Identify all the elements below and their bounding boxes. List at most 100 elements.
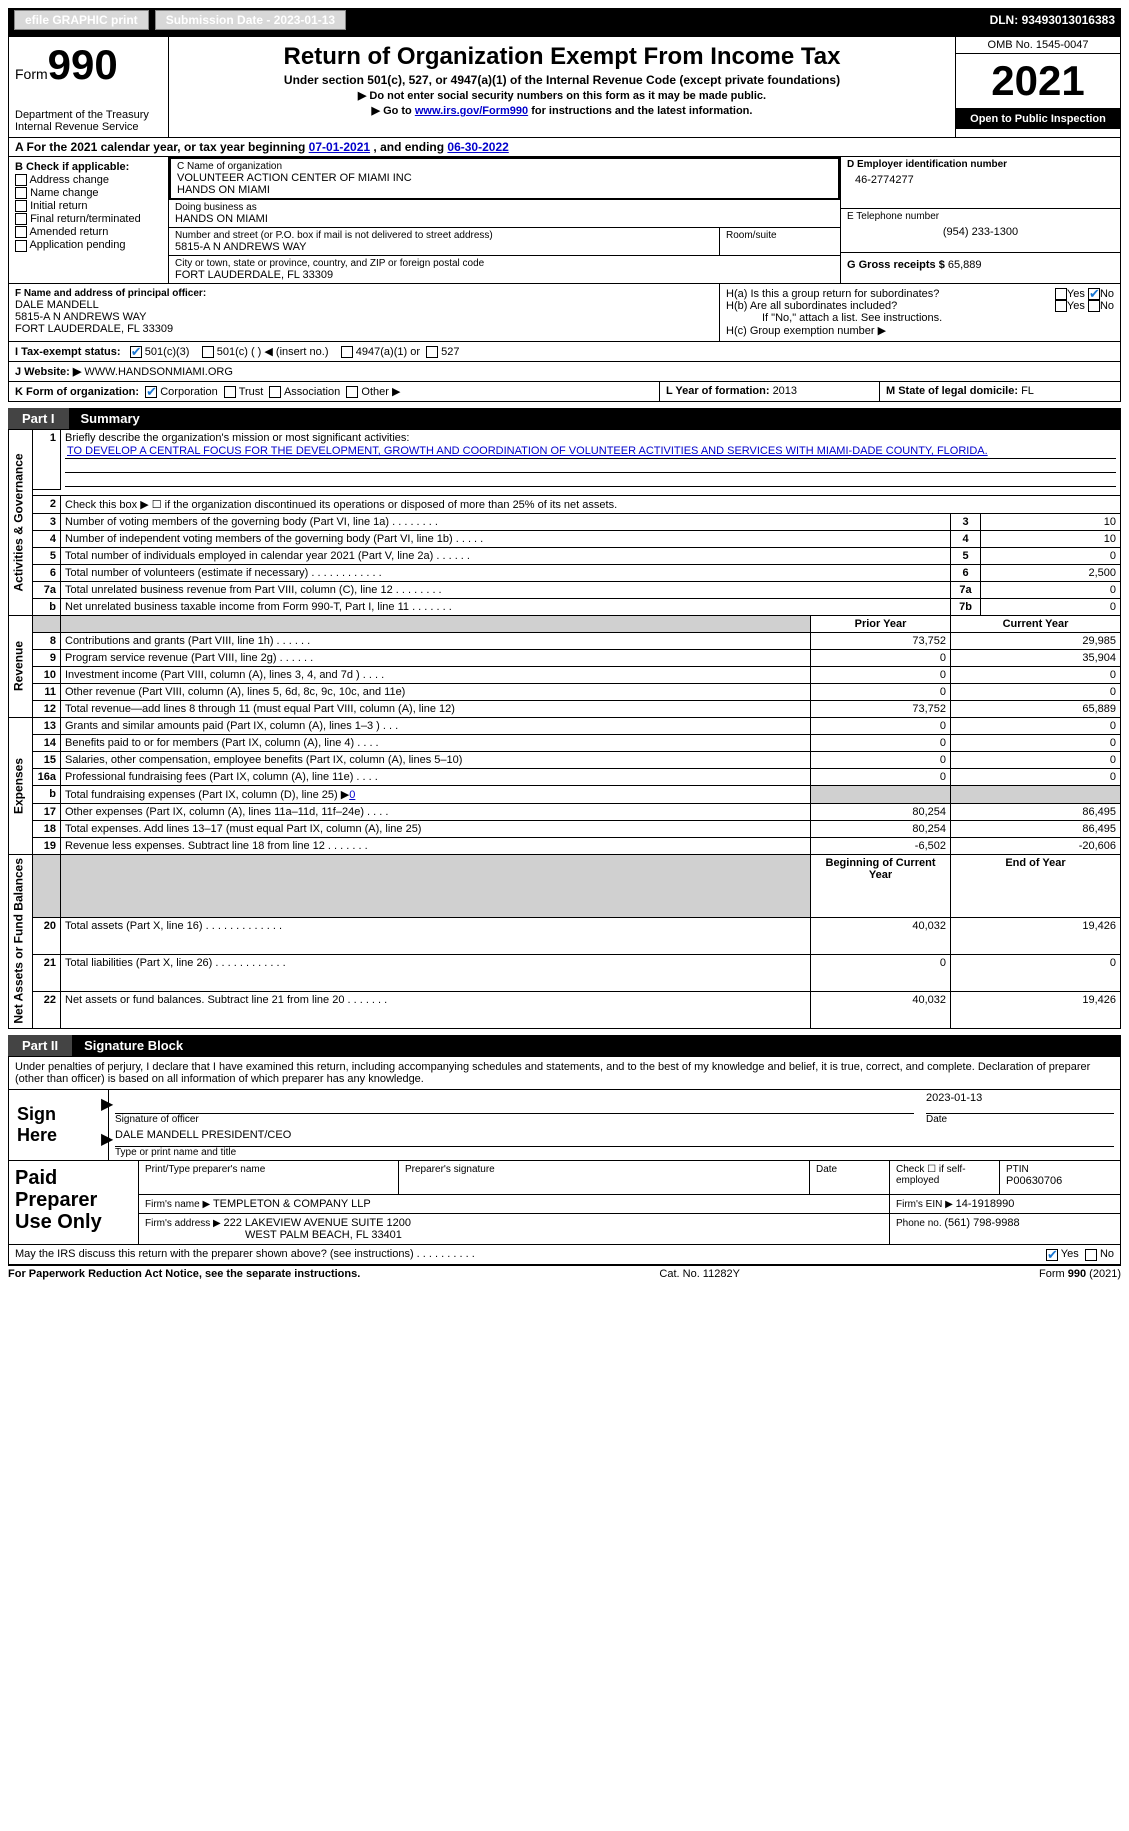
t: Total revenue—add lines 8 through 11 (mu… — [61, 700, 811, 717]
v: 0 — [981, 581, 1121, 598]
dln-value: 93493013016383 — [1022, 13, 1115, 27]
dba-label: Doing business as — [175, 202, 834, 213]
dba-value: HANDS ON MIAMI — [175, 213, 834, 225]
tel-value: (954) 233-1300 — [847, 222, 1114, 242]
chk-name[interactable]: Name change — [15, 187, 162, 199]
n: 20 — [33, 918, 61, 955]
p: 0 — [811, 751, 951, 768]
t: Investment income (Part VIII, column (A)… — [61, 666, 811, 683]
n: 17 — [33, 803, 61, 820]
chk-name-label: Name change — [30, 187, 99, 199]
c: 0 — [951, 955, 1121, 992]
sig-date: 2023-01-13 — [926, 1092, 1114, 1114]
p: 73,752 — [811, 700, 951, 717]
rowi-c1: 501(c)(3) — [145, 346, 190, 358]
subdate-label: Submission Date - — [166, 13, 274, 27]
hb-row: H(b) Are all subordinates included? Yes … — [726, 300, 1114, 312]
chk-assoc[interactable] — [269, 386, 281, 398]
discuss-no[interactable] — [1085, 1249, 1097, 1261]
ha-no-label: No — [1100, 288, 1114, 300]
part-i-title: Summary — [81, 408, 140, 429]
col-h: H(a) Is this a group return for subordin… — [720, 284, 1120, 341]
c: 19,426 — [951, 992, 1121, 1029]
rowl-val: 2013 — [773, 385, 797, 397]
n: 9 — [33, 649, 61, 666]
dept-treasury: Department of the Treasury Internal Reve… — [15, 109, 162, 133]
chk-trust[interactable] — [224, 386, 236, 398]
c: 0 — [951, 683, 1121, 700]
chk-501c[interactable] — [202, 346, 214, 358]
chk-501c3[interactable] — [130, 346, 142, 358]
part-i-header: Part I Summary — [8, 408, 1121, 429]
hb-yes[interactable] — [1055, 300, 1067, 312]
discuss-yes[interactable] — [1046, 1249, 1058, 1261]
n: 8 — [33, 632, 61, 649]
mission-text: TO DEVELOP A CENTRAL FOCUS FOR THE DEVEL… — [65, 444, 1116, 459]
chk-527[interactable] — [426, 346, 438, 358]
hb-label: H(b) Are all subordinates included? — [726, 300, 897, 312]
c: 0 — [951, 666, 1121, 683]
street-label: Number and street (or P.O. box if mail i… — [175, 230, 713, 241]
p: 0 — [811, 734, 951, 751]
ha-no[interactable] — [1088, 288, 1100, 300]
hb-no[interactable] — [1088, 300, 1100, 312]
rowm-val: FL — [1021, 385, 1034, 397]
t: Number of independent voting members of … — [61, 530, 951, 547]
rowa-begin: 07-01-2021 — [309, 140, 370, 154]
part-ii-title: Signature Block — [84, 1035, 183, 1056]
irs-link[interactable]: www.irs.gov/Form990 — [415, 105, 528, 117]
v: 0 — [981, 598, 1121, 615]
n: b — [33, 785, 61, 803]
n: 13 — [33, 717, 61, 734]
gov-row: 6Total number of volunteers (estimate if… — [9, 564, 1121, 581]
paid-right: Print/Type preparer's name Preparer's si… — [139, 1161, 1120, 1244]
street-value: 5815-A N ANDREWS WAY — [175, 241, 713, 253]
rowm-label: M State of legal domicile: — [886, 385, 1021, 397]
b: 3 — [951, 513, 981, 530]
t: Net unrelated business taxable income fr… — [61, 598, 951, 615]
hb-yes-label: Yes — [1067, 300, 1085, 312]
t: Total unrelated business revenue from Pa… — [61, 581, 951, 598]
tel-label: E Telephone number — [847, 211, 1114, 222]
sign-here-label: Sign Here — [9, 1090, 109, 1160]
chk-final[interactable]: Final return/terminated — [15, 213, 162, 225]
chk-amended[interactable]: Amended return — [15, 226, 162, 238]
chk-initial[interactable]: Initial return — [15, 200, 162, 212]
t: Total number of volunteers (estimate if … — [61, 564, 951, 581]
ha-yes[interactable] — [1055, 288, 1067, 300]
b: 4 — [951, 530, 981, 547]
opt-other: Other ▶ — [361, 386, 400, 398]
exp-row: 17Other expenses (Part IX, column (A), l… — [9, 803, 1121, 820]
chk-pending[interactable]: Application pending — [15, 239, 162, 251]
opt-corp: Corporation — [160, 386, 217, 398]
chk-corp[interactable] — [145, 386, 157, 398]
row-k: K Form of organization: Corporation Trus… — [9, 382, 660, 401]
header-begin: Beginning of Current Year — [811, 854, 951, 917]
firm-addr-label: Firm's address ▶ — [145, 1218, 224, 1229]
t: Professional fundraising fees (Part IX, … — [61, 768, 811, 785]
chk-address[interactable]: Address change — [15, 174, 162, 186]
officer-name: DALE MANDELL — [15, 299, 713, 311]
city-label: City or town, state or province, country… — [175, 258, 834, 269]
t: Grants and similar amounts paid (Part IX… — [61, 717, 811, 734]
cat-no: Cat. No. 11282Y — [659, 1268, 740, 1280]
discuss-yes-label: Yes — [1061, 1248, 1079, 1260]
c: 0 — [951, 768, 1121, 785]
col-d: D Employer identification number 46-2774… — [840, 157, 1120, 283]
officer-addr1: 5815-A N ANDREWS WAY — [15, 311, 713, 323]
form-label: Form — [1039, 1268, 1068, 1280]
shaded-c — [951, 785, 1121, 803]
t: Total fundraising expenses (Part IX, col… — [61, 785, 811, 803]
ha-label: H(a) Is this a group return for subordin… — [726, 288, 939, 300]
t: Total assets (Part X, line 16) . . . . .… — [61, 918, 811, 955]
efile-button[interactable]: efile GRAPHIC print — [14, 10, 149, 30]
rowk-label: K Form of organization: — [15, 386, 139, 398]
chk-4947[interactable] — [341, 346, 353, 358]
chk-other[interactable] — [346, 386, 358, 398]
t: Other revenue (Part VIII, column (A), li… — [61, 683, 811, 700]
row-i: I Tax-exempt status: 501(c)(3) 501(c) ( … — [8, 342, 1121, 362]
opt-trust: Trust — [239, 386, 264, 398]
firm-ein-label: Firm's EIN ▶ — [896, 1199, 956, 1210]
header-center: Return of Organization Exempt From Incom… — [169, 37, 955, 137]
top-dln-bar: efile GRAPHIC print Submission Date - 20… — [8, 8, 1121, 36]
